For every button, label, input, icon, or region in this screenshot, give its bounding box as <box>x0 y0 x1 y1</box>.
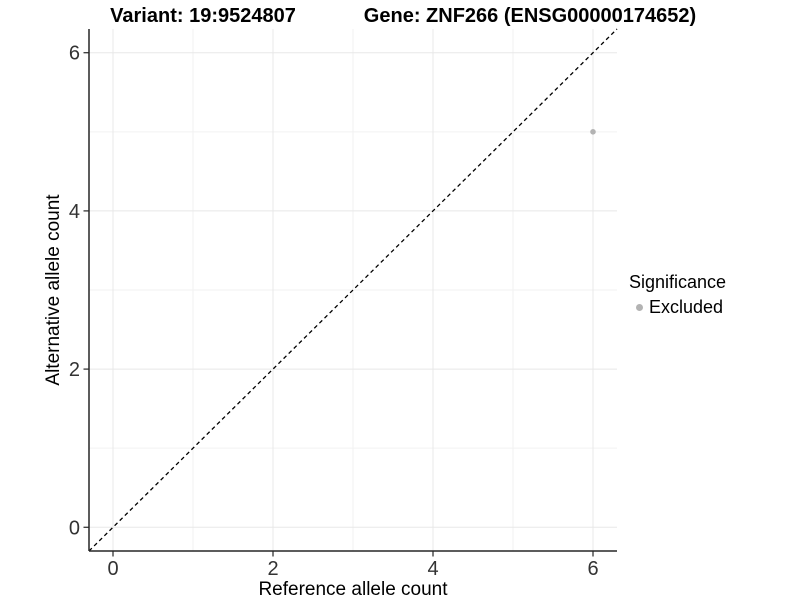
x-tick-label: 6 <box>587 558 598 580</box>
y-axis-title: Alternative allele count <box>43 194 64 386</box>
x-tick-label: 0 <box>107 558 118 580</box>
x-tick-label: 4 <box>427 558 438 580</box>
y-tick-label: 2 <box>69 359 80 381</box>
legend-point-icon <box>636 304 643 311</box>
plot-title-variant: Variant: 19:9524807 <box>110 5 296 27</box>
legend-item-label: Excluded <box>649 297 724 317</box>
y-tick-label: 6 <box>69 43 80 65</box>
data-point <box>590 129 596 135</box>
legend: Significance Excluded <box>629 272 726 318</box>
legend-item-excluded: Excluded <box>636 297 726 318</box>
y-tick-label: 4 <box>69 201 80 223</box>
identity-line <box>88 28 618 552</box>
plot-title-gene: Gene: ZNF266 (ENSG00000174652) <box>363 5 697 27</box>
y-tick-label: 0 <box>69 517 80 539</box>
x-tick-label: 2 <box>267 558 278 580</box>
x-axis-title: Reference allele count <box>258 579 448 600</box>
legend-title: Significance <box>629 272 727 292</box>
